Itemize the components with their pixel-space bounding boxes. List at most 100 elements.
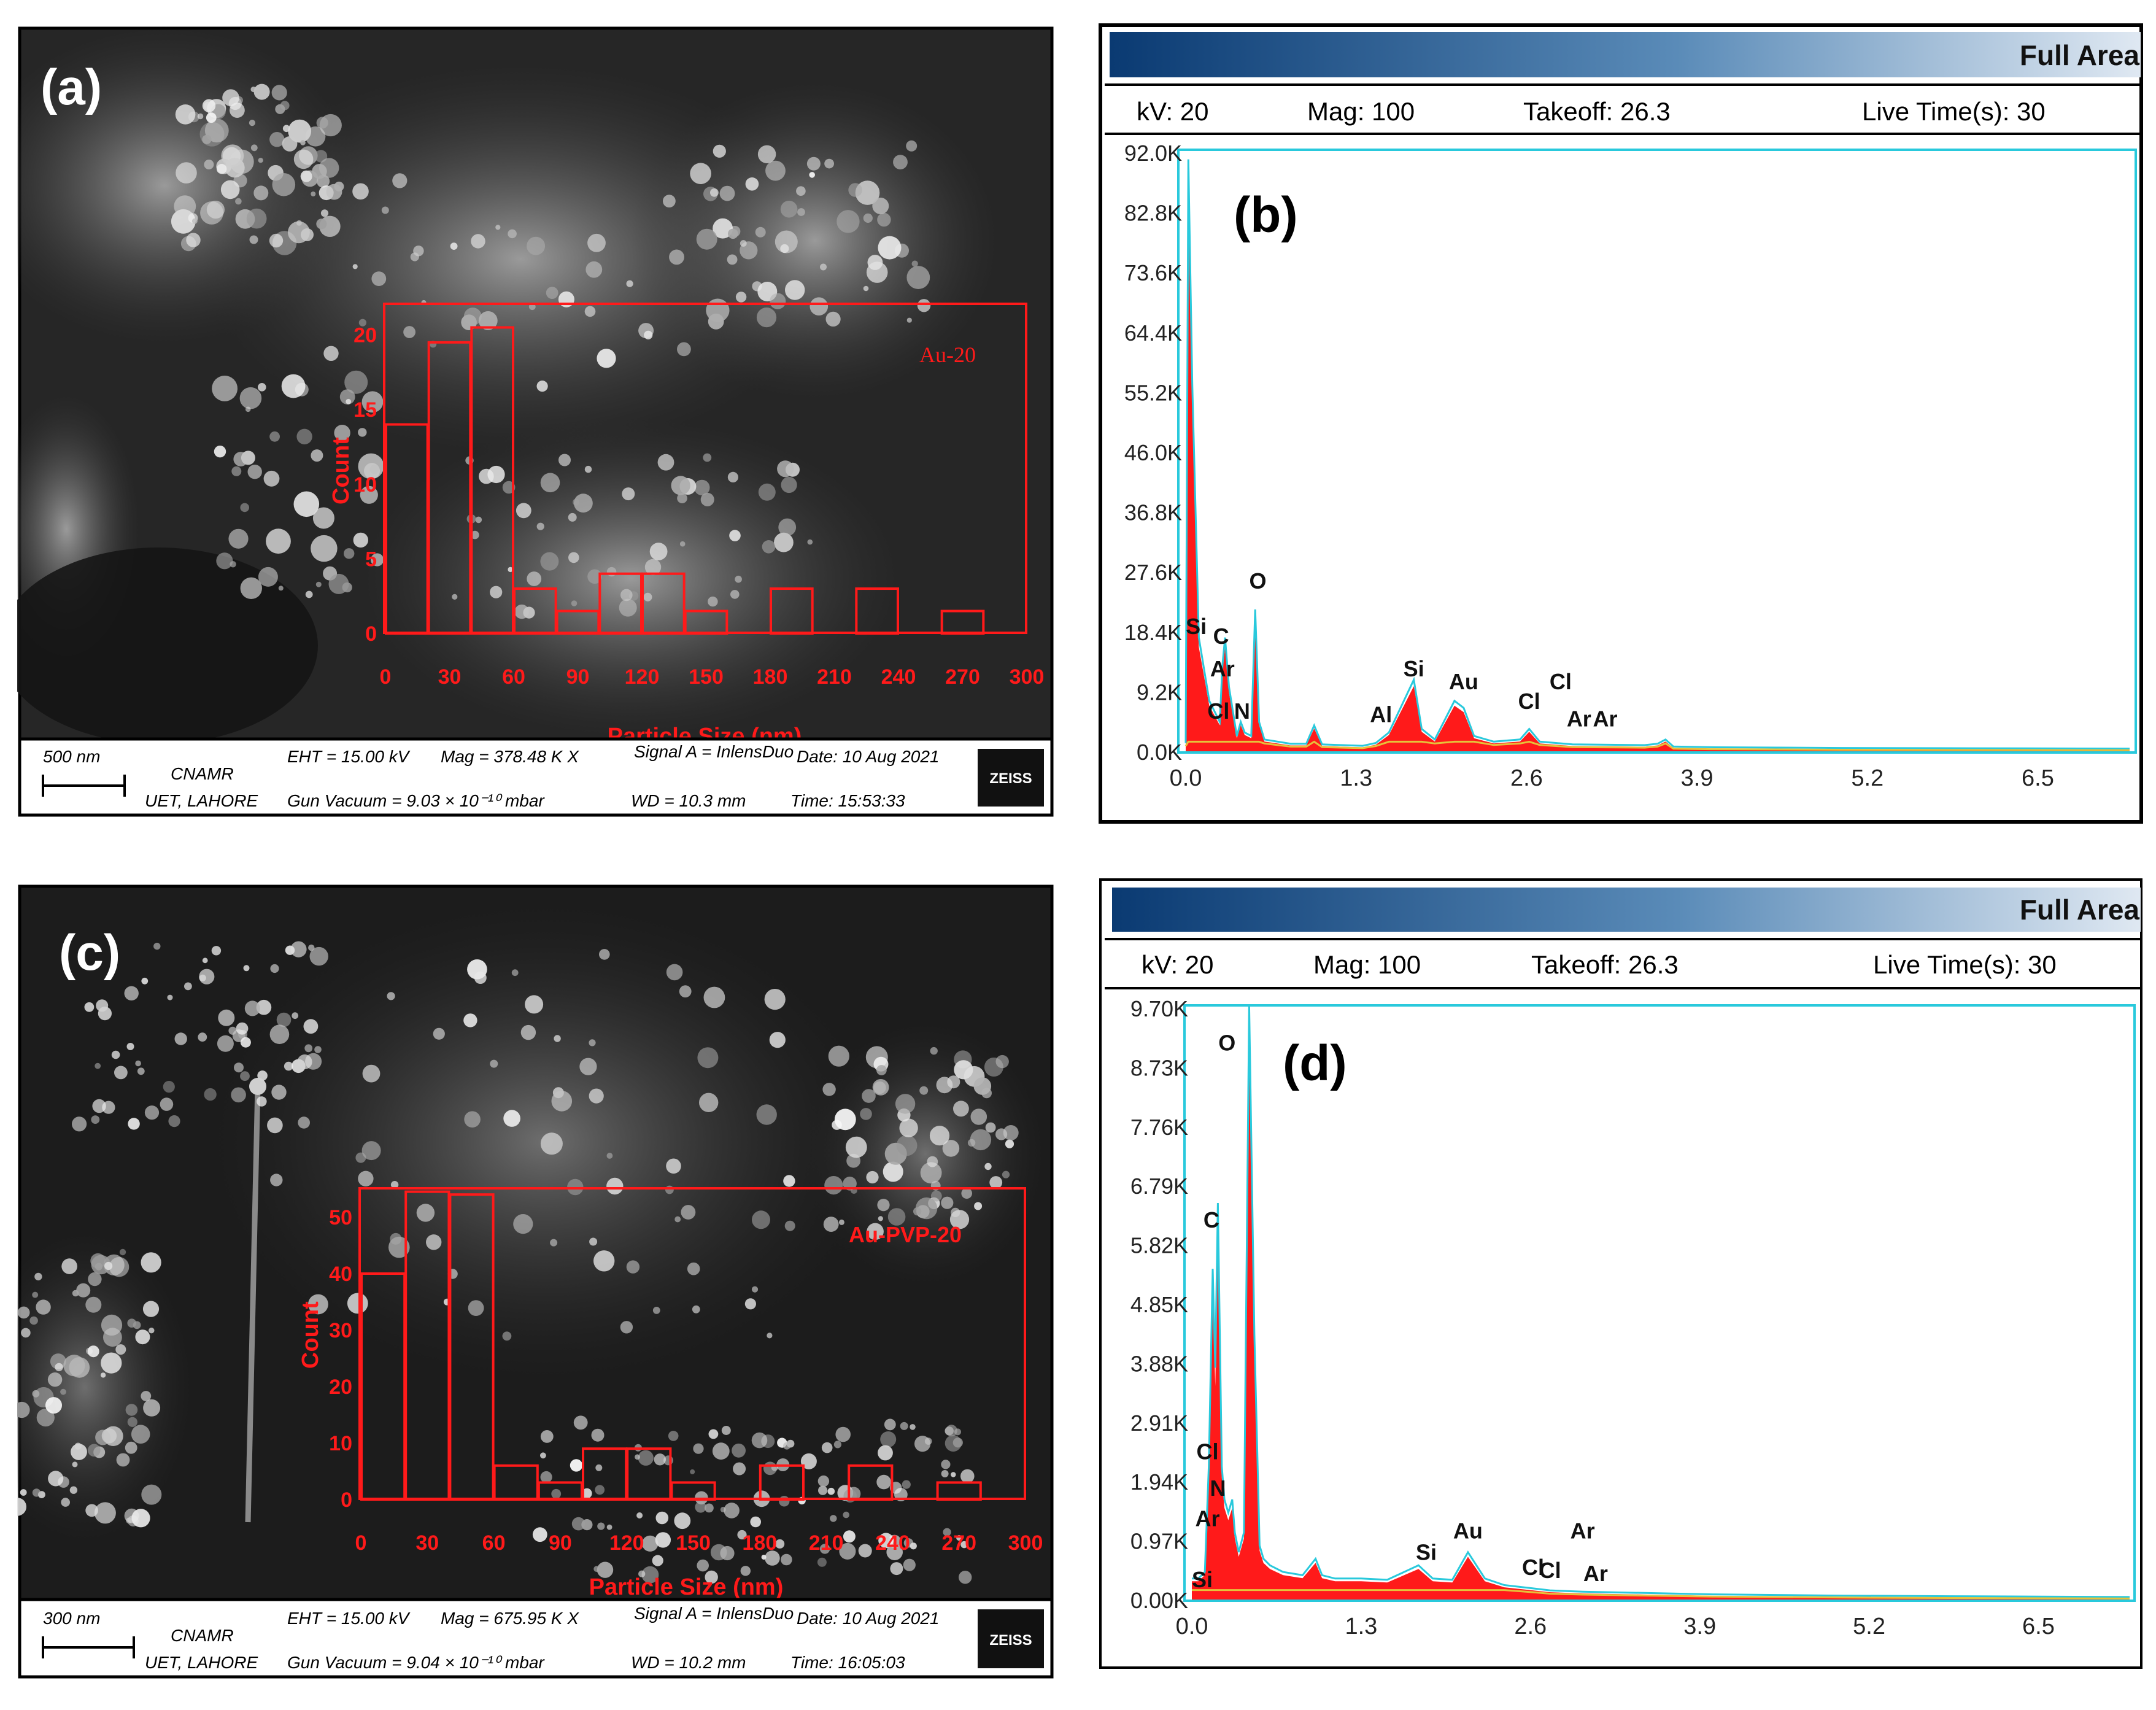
- histogram-ylabel: Count: [298, 1301, 323, 1369]
- peak-label: Au: [1453, 1518, 1483, 1544]
- spectrum-x-tick: 2.6: [1514, 1614, 1547, 1639]
- zeiss-logo-text: ZEISS: [989, 770, 1032, 787]
- histogram-y-tick: 0: [365, 622, 377, 646]
- histogram-x-tick: 60: [482, 1531, 506, 1555]
- histogram-y-tick: 40: [329, 1263, 352, 1286]
- sem-particles-c: [17, 941, 1019, 1584]
- date-text: Date: 10 Aug 2021: [797, 747, 939, 766]
- spectrum-x-tick: 0.0: [1170, 765, 1202, 791]
- spectrum-fit-line: [1192, 1005, 2130, 1598]
- spectrum-x-tick: 6.5: [2022, 1614, 2055, 1639]
- histogram-legend: Au-PVP-20: [849, 1222, 962, 1247]
- time-text: Time: 15:53:33: [790, 791, 905, 810]
- eds-title: Full Area: [2020, 894, 2140, 926]
- peak-label: Si: [1416, 1539, 1437, 1565]
- peak-label: Cl: [1207, 698, 1229, 724]
- signal-text: Signal A = InlensDuo: [634, 742, 794, 761]
- peak-label: Cl: [1522, 1555, 1544, 1580]
- spectrum-fit-line: [1184, 159, 2130, 750]
- peak-label: Cl: [1518, 689, 1540, 714]
- zeiss-logo: [978, 1609, 1044, 1668]
- peak-label: Al: [1370, 702, 1392, 727]
- histogram-y-tick: 20: [354, 324, 377, 347]
- histogram-x-tick: 300: [1008, 1531, 1043, 1555]
- eds-takeoff: Takeoff: 26.3: [1531, 950, 1679, 979]
- sem-particles-a: [171, 83, 931, 619]
- spectrum-y-tick: 6.79K: [1130, 1174, 1188, 1199]
- panel-label-b: (b): [1234, 187, 1298, 243]
- histogram-y-tick: 20: [329, 1375, 352, 1399]
- spectrum-y-tick: 9.2K: [1137, 679, 1182, 705]
- histogram-x-tick: 270: [941, 1531, 976, 1555]
- eds-title: Full Area: [2020, 39, 2140, 71]
- histogram-y-tick: 0: [341, 1488, 352, 1512]
- spectrum-background: [1192, 1589, 2130, 1600]
- histogram-x-tick: 120: [609, 1531, 644, 1555]
- histogram-x-tick: 90: [566, 665, 590, 689]
- spectrum-y-tick: 1.94K: [1130, 1469, 1188, 1495]
- date-text: Date: 10 Aug 2021: [797, 1609, 939, 1628]
- peak-label: Si: [1186, 614, 1207, 639]
- histogram-x-tick: 240: [881, 665, 916, 689]
- histogram-x-tick: 210: [809, 1531, 844, 1555]
- histogram-bar: [598, 572, 643, 635]
- vacuum-text: Gun Vacuum = 9.04 × 10⁻¹⁰ mbar: [287, 1653, 545, 1672]
- histogram-bar: [449, 1193, 495, 1501]
- eds-takeoff: Takeoff: 26.3: [1523, 97, 1671, 126]
- spectrum-x-tick: 5.2: [1851, 765, 1884, 791]
- zeiss-logo: [978, 749, 1044, 807]
- peak-label: O: [1218, 1031, 1235, 1056]
- histogram-ylabel: Count: [328, 437, 354, 505]
- eds-panel-d: Full Area kV: 20 Mag: 100 Takeoff: 26.3 …: [1099, 878, 2142, 1669]
- histogram-y-tick: 10: [354, 473, 377, 497]
- spectrum-x-tick: 6.5: [2022, 765, 2054, 791]
- eds-livetime: Live Time(s): 30: [1873, 950, 2057, 979]
- histogram-x-tick: 180: [742, 1531, 777, 1555]
- histogram-bar: [626, 1447, 672, 1501]
- spectrum-y-tick: 18.4K: [1124, 620, 1182, 645]
- institute-line-2: UET, LAHORE: [145, 791, 258, 810]
- peak-label: Cl: [1550, 669, 1572, 694]
- peak-label: N: [1210, 1476, 1226, 1501]
- fiber: [245, 1086, 261, 1523]
- sem-panel-a: 0 30 60 90 120 150 180 210 240 270 300 0 5 10 15 20 Au…: [17, 26, 1054, 818]
- histogram-x-tick: 60: [502, 665, 525, 689]
- spectrum-y-tick: 7.76K: [1130, 1115, 1188, 1140]
- histogram-x-tick: 90: [549, 1531, 572, 1555]
- scale-text: 300 nm: [43, 1609, 100, 1628]
- sem-footer-c: 300 nm CNAMR UET, LAHORE EHT = 15.00 kV …: [18, 1598, 1054, 1679]
- peak-label: Cl: [1196, 1439, 1218, 1464]
- time-text: Time: 16:05:03: [790, 1653, 905, 1672]
- histogram-bar: [940, 609, 985, 635]
- spectrum-y-tick: 27.6K: [1124, 560, 1182, 585]
- spectrum-y-tick: 2.91K: [1130, 1410, 1188, 1436]
- peak-label: Ar: [1567, 706, 1591, 732]
- spectrum-y-tick: 4.85K: [1130, 1292, 1188, 1317]
- histogram-x-tick: 150: [676, 1531, 711, 1555]
- panel-label-d: (d): [1283, 1035, 1347, 1091]
- histogram-bar: [582, 1447, 628, 1501]
- histogram-x-tick: 120: [625, 665, 660, 689]
- eds-mag: Mag: 100: [1307, 97, 1415, 126]
- spectrum-y-tick: 46.0K: [1124, 440, 1182, 465]
- institute-line-2: UET, LAHORE: [145, 1653, 258, 1672]
- histogram-x-tick: 210: [817, 665, 852, 689]
- histogram-bar: [670, 1481, 716, 1501]
- histogram-bar: [848, 1464, 894, 1501]
- eht-text: EHT = 15.00 kV: [287, 747, 411, 766]
- histogram-x-tick: 300: [1010, 665, 1045, 689]
- spectrum-x-tick: 1.3: [1340, 765, 1372, 791]
- histogram-y-tick: 50: [329, 1206, 352, 1229]
- wd-text: WD = 10.2 mm: [631, 1653, 746, 1672]
- panel-label-a: (a): [41, 60, 102, 115]
- eds-livetime: Live Time(s): 30: [1862, 97, 2046, 126]
- spectrum-x-tick: 5.2: [1853, 1614, 1885, 1639]
- histogram-bar: [855, 587, 900, 635]
- histogram-x-tick: 0: [380, 665, 392, 689]
- histogram-x-tick: 270: [945, 665, 980, 689]
- spectrum-y-tick: 3.88K: [1130, 1351, 1188, 1376]
- zeiss-logo-text: ZEISS: [989, 1632, 1032, 1649]
- histogram-bar: [936, 1481, 982, 1501]
- spectrum-x-tick: 0.0: [1176, 1614, 1208, 1639]
- eds-mag: Mag: 100: [1313, 950, 1421, 979]
